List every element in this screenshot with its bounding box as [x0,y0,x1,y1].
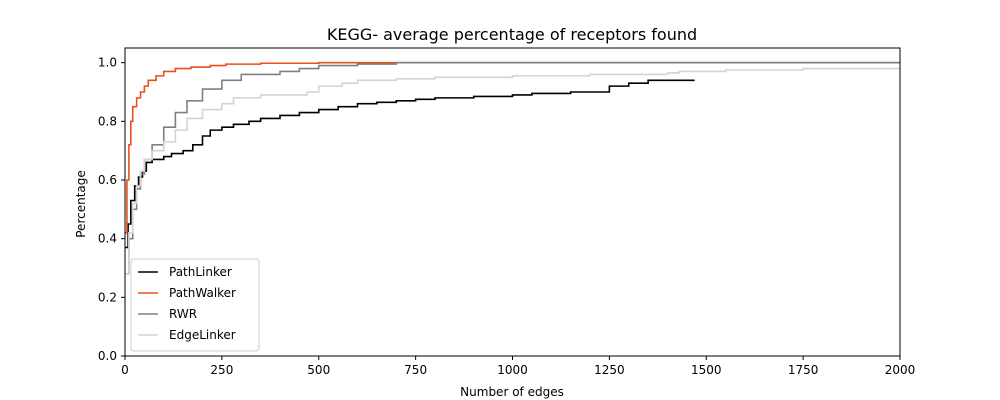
series-line-pathwalker [125,61,900,234]
chart-title: KEGG- average percentage of receptors fo… [327,25,697,44]
x-tick-label: 250 [210,363,233,377]
x-tick-label: 0 [121,363,129,377]
series-layer [125,61,900,275]
legend-label-pathwalker: PathWalker [169,286,236,300]
y-tick-label: 1.0 [98,56,117,70]
x-tick-label: 750 [404,363,427,377]
y-tick-label: 0.8 [98,114,117,128]
series-line-pathlinker [125,79,695,249]
y-tick-label: 0.0 [98,349,117,363]
x-tick-label: 1750 [788,363,819,377]
x-axis-label: Number of edges [460,385,564,399]
legend: PathLinker PathWalker RWR EdgeLinker [130,258,260,352]
legend-label-edgelinker: EdgeLinker [169,328,236,342]
y-axis-ticks: 0.0 0.2 0.4 0.6 0.8 1.0 [98,56,125,363]
y-axis-label: Percentage [74,170,88,238]
legend-label-rwr: RWR [169,307,197,321]
y-tick-label: 0.4 [98,232,117,246]
x-tick-label: 1250 [594,363,625,377]
y-tick-label: 0.6 [98,173,117,187]
legend-box [130,258,260,352]
y-tick-label: 0.2 [98,290,117,304]
x-tick-label: 1000 [497,363,528,377]
x-axis-ticks: 0 250 500 750 1000 1250 1500 1750 2000 [121,356,915,377]
x-tick-label: 2000 [885,363,916,377]
series-line-edgelinker [125,67,900,275]
x-tick-label: 500 [307,363,330,377]
x-tick-label: 1500 [691,363,722,377]
legend-label-pathlinker: PathLinker [169,265,232,279]
